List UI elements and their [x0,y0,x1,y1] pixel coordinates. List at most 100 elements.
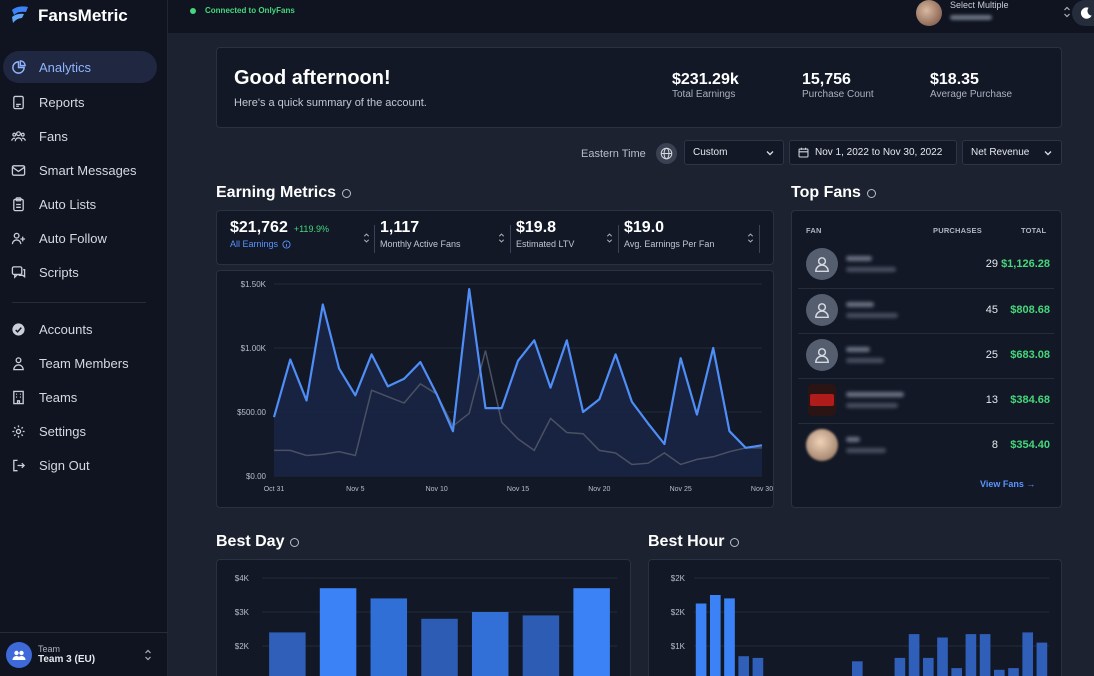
fan-handle-blurred [846,313,898,318]
sidebar-item-label: Reports [39,94,85,110]
metric-all-earnings[interactable]: $21,762 +119.9% All Earnings [230,219,329,249]
x-tick-label: Nov 20 [588,486,610,493]
view-fans-link[interactable]: View Fans → [980,479,1036,489]
sidebar-item-auto-lists[interactable]: Auto Lists [3,188,157,220]
metric-avg-earnings[interactable]: $19.0 Avg. Earnings Per Fan [624,219,714,249]
table-row[interactable]: 45 $808.68 [798,288,1054,333]
greeting-subtitle: Here's a quick summary of the account. [234,97,427,109]
fansmetric-logo-icon [12,6,28,23]
kpi-total-earnings: $231.29k Total Earnings [672,71,739,100]
bar [922,657,934,676]
kpi-value: $231.29k [672,71,739,88]
sidebar-item-settings[interactable]: Settings [3,415,157,447]
section-title-text: Earning Metrics [216,184,337,201]
fan-total: $384.68 [1010,394,1050,406]
bar [1022,632,1034,676]
fan-handle-blurred [846,448,886,453]
metric-label: Avg. Earnings Per Fan [624,239,715,249]
avatar [806,294,838,326]
table-row[interactable]: 13 $384.68 [798,378,1054,423]
x-tick-label: Nov 30 [751,486,773,493]
kpi-label: Purchase Count [802,89,874,100]
app-name: FansMetric [38,6,128,25]
team-switcher[interactable]: Team Team 3 (EU) [0,632,168,676]
fan-handle-blurred [846,358,884,363]
bar [695,603,707,676]
metric-divider [618,225,619,253]
sidebar-item-team-members[interactable]: Team Members [3,347,157,379]
section-title-text: Best Hour [648,533,725,550]
theme-toggle[interactable] [1072,0,1094,26]
account-selector[interactable]: Select Multiple [916,0,1071,26]
table-row[interactable]: 8 $354.40 [798,423,1054,468]
sidebar-item-smart-messages[interactable]: Smart Messages [3,154,157,186]
chevron-updown-icon[interactable] [498,232,505,244]
document-icon [13,95,24,109]
sidebar-item-label: Auto Follow [39,230,107,246]
sidebar-item-accounts[interactable]: Accounts [3,313,157,345]
timezone-button[interactable] [656,143,677,164]
top-fans-title: Top Fans [791,184,876,202]
app-logo[interactable]: FansMetric [8,4,128,28]
best-day-bar-chart: $2K $3K $4K [235,574,617,676]
fan-name-blurred [846,256,872,261]
sidebar-item-teams[interactable]: Teams [3,381,157,413]
y-tick-label: $4K [235,574,250,583]
fan-total: $808.68 [1010,304,1050,316]
table-row[interactable]: 25 $683.08 [798,333,1054,378]
fan-name-blurred [846,347,870,352]
metric-value: $19.0 [624,219,665,236]
sidebar: FansMetric Analytics Reports Fans Smart … [0,0,168,676]
sidebar-item-label: Analytics [39,59,92,75]
sidebar-item-analytics[interactable]: Analytics [3,51,157,83]
pie-chart-icon [12,59,26,74]
sidebar-item-sign-out[interactable]: Sign Out [3,449,157,481]
fan-name-blurred [846,392,904,397]
sidebar-item-auto-follow[interactable]: Auto Follow [3,222,157,254]
avatar-image [810,394,834,406]
metric-divider [759,225,760,253]
date-range-value: Nov 1, 2022 to Nov 30, 2022 [815,147,943,158]
help-icon[interactable] [866,188,876,198]
mail-icon [11,164,26,176]
sidebar-item-scripts[interactable]: Scripts [3,256,157,288]
sidebar-item-label: Fans [39,128,68,144]
bar [421,618,458,676]
metric-estimated-ltv[interactable]: $19.8 Estimated LTV [516,219,574,249]
greeting: Good afternoon! [234,67,391,89]
sidebar-item-reports[interactable]: Reports [3,86,157,118]
x-tick-label: Nov 25 [670,486,692,493]
y-tick-label: $2K [671,608,686,617]
sidebar-item-fans[interactable]: Fans [3,120,157,152]
help-icon[interactable] [342,188,352,198]
date-range-picker[interactable]: Nov 1, 2022 to Nov 30, 2022 [789,140,957,165]
help-icon[interactable] [290,537,300,547]
metric-divider [510,225,511,253]
metric-monthly-active-fans[interactable]: 1,117 Monthly Active Fans [380,219,461,249]
chevron-updown-icon[interactable] [747,232,754,244]
sidebar-item-label: Scripts [39,264,79,280]
range-type-value: Custom [693,147,728,158]
building-icon [13,390,24,404]
series-line-primary [272,288,763,449]
metric-value: $19.8 [516,219,557,236]
chevron-updown-icon[interactable] [606,232,613,244]
bar [965,634,977,676]
help-icon[interactable] [730,537,740,547]
fan-purchases: 25 [985,349,998,361]
kpi-value: $18.35 [930,71,979,88]
section-title-text: Top Fans [791,184,861,201]
best-hour-title: Best Hour [648,533,740,551]
avatar [808,384,836,416]
chevron-updown-icon[interactable] [363,232,370,244]
y-tick-label: $3K [235,608,250,617]
metric-select[interactable]: Net Revenue [962,140,1062,165]
range-type-select[interactable]: Custom [684,140,784,165]
chevron-updown-icon [1063,6,1070,18]
fan-name-blurred [846,302,874,307]
chat-icon [11,265,26,279]
gear-icon [12,424,25,438]
avatar [806,429,838,461]
kpi-average-purchase: $18.35 Average Purchase [930,71,1012,100]
table-row[interactable]: 29 $1,126.28 [798,243,1054,288]
